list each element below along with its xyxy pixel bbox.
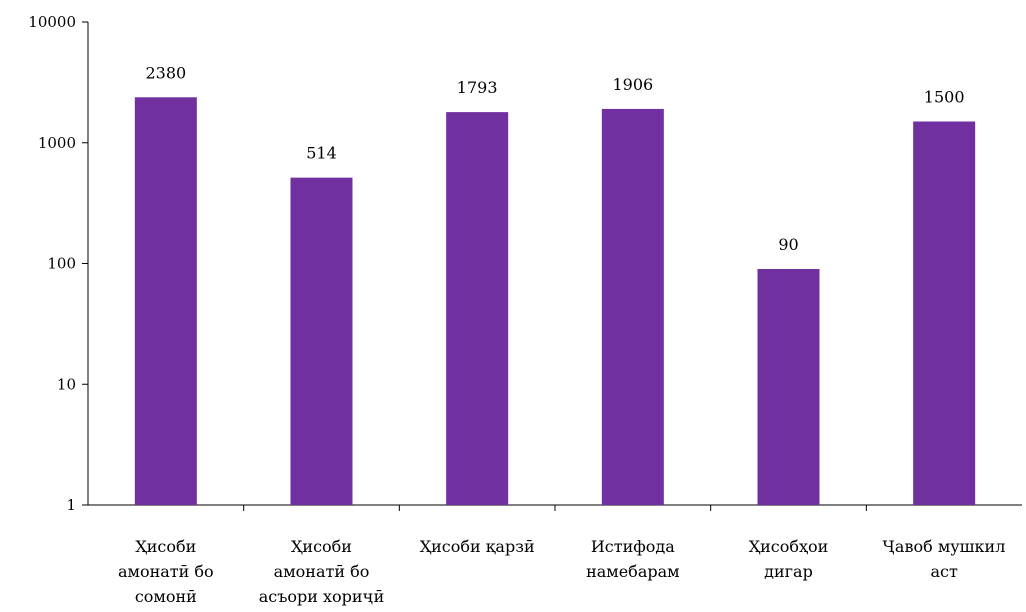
category-label-line: аст — [930, 562, 958, 581]
data-label: 1793 — [457, 78, 498, 97]
data-labels: 2380 514 1793 1906 90 1500 — [145, 63, 964, 254]
y-tick-label: 1000 — [38, 134, 76, 152]
category-label-line: асъори хориҷӣ — [259, 587, 385, 606]
category-label: Ҳисоби амонатӣ бо асъори хориҷӣ — [259, 537, 385, 606]
bar — [601, 108, 664, 505]
category-label-line: амонатӣ бо — [274, 562, 370, 581]
category-label: Ҳисоби амонатӣ бо сомонӣ — [118, 537, 214, 606]
data-label: 1500 — [924, 87, 965, 106]
y-tick-label: 100 — [47, 255, 76, 273]
category-label-line: сомонӣ — [135, 587, 197, 606]
category-label: Ҳисоби қарзӣ — [420, 537, 535, 556]
bar — [446, 112, 509, 505]
bar — [134, 97, 197, 506]
category-label-line: Ҳисоби — [135, 537, 196, 556]
data-label: 90 — [778, 235, 798, 254]
category-labels: Ҳисоби амонатӣ бо сомонӣ Ҳисоби амонатӣ бо ас… — [118, 537, 1005, 606]
x-axis — [88, 504, 1022, 511]
y-axis: 1 10 100 1000 10000 — [28, 13, 89, 514]
data-label: 2380 — [145, 63, 186, 82]
category-label-line: Истифода — [591, 537, 675, 556]
category-label-line: дигар — [764, 562, 813, 581]
data-label: 514 — [306, 144, 337, 163]
bar — [290, 177, 353, 506]
y-tick-label: 1 — [66, 496, 76, 514]
bars — [134, 97, 976, 506]
bar — [757, 269, 820, 505]
category-label-line: амонатӣ бо — [118, 562, 214, 581]
y-tick-label: 10000 — [28, 13, 76, 31]
category-label: Истифода намебарам — [586, 537, 680, 581]
category-label-line: Ҳисоби қарзӣ — [420, 537, 535, 556]
category-label: Ҷавоб мушкил аст — [882, 537, 1005, 581]
y-tick-label: 10 — [57, 375, 76, 393]
data-label: 1906 — [612, 75, 653, 94]
category-label-line: Ҳисоби — [291, 537, 352, 556]
category-label-line: Ҷавоб мушкил — [882, 537, 1005, 556]
category-label: Ҳисобҳои дигар — [749, 537, 829, 581]
bar — [913, 121, 976, 506]
category-label-line: Ҳисобҳои — [749, 537, 829, 556]
category-label-line: намебарам — [586, 562, 680, 581]
